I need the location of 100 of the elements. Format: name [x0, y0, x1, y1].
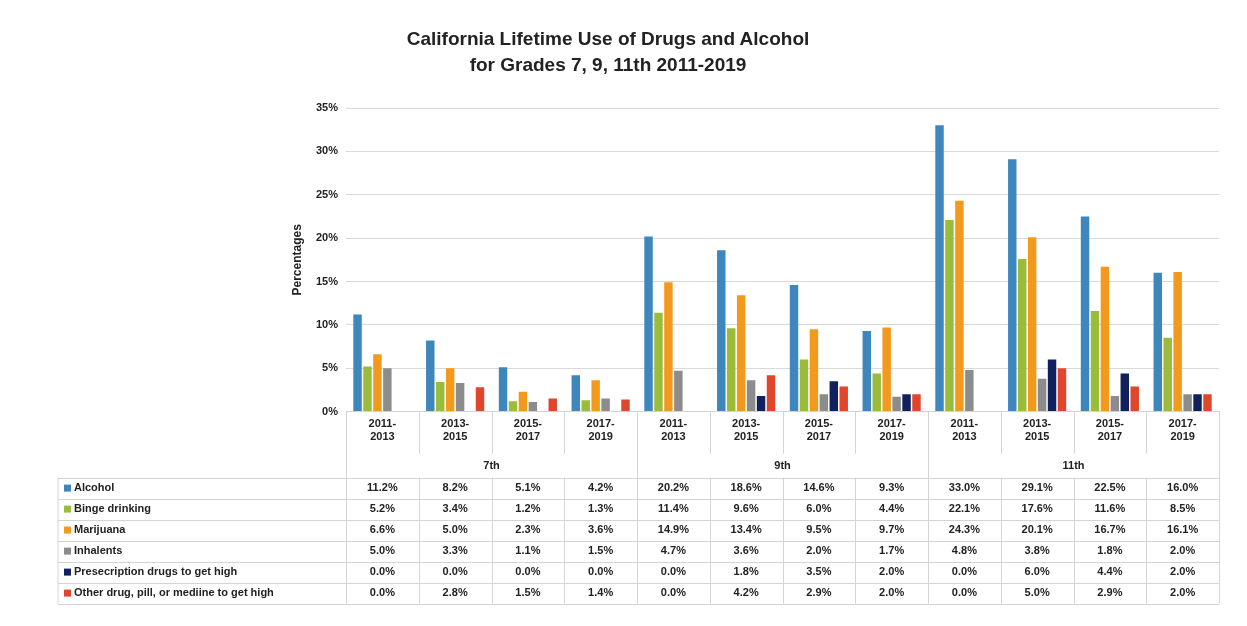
data-label: 2.0% — [1170, 586, 1196, 599]
data-label: 0.0% — [660, 565, 687, 578]
y-tick-label: 5% — [322, 361, 339, 374]
data-label: 0.0% — [588, 565, 614, 578]
bar — [1057, 368, 1067, 412]
bar — [1193, 394, 1202, 412]
data-label: 2.0% — [879, 586, 905, 599]
x-tick-label: 2017-2019 — [586, 417, 616, 443]
data-label: 5.0% — [369, 544, 396, 557]
y-tick-label: 35% — [315, 101, 339, 114]
bar — [872, 373, 881, 412]
data-label: 2.3% — [515, 523, 541, 536]
data-label: 9.6% — [733, 502, 759, 515]
data-label: 0.0% — [369, 586, 396, 599]
text: 9th — [774, 458, 792, 471]
bar — [373, 354, 382, 412]
data-label: 13.4% — [730, 523, 762, 536]
bar — [727, 328, 736, 412]
x-tick-label: 2015-2017 — [513, 417, 543, 443]
bar — [1130, 386, 1139, 412]
y-tick-label: 0% — [322, 404, 339, 417]
bar — [591, 380, 600, 412]
text: 11th — [1062, 458, 1085, 471]
bar — [882, 327, 891, 412]
data-label: 8.5% — [1170, 502, 1196, 515]
x-tick-label: 2017-2019 — [1168, 417, 1198, 443]
bar — [528, 402, 538, 412]
legend-label: Binge drinking — [74, 502, 151, 515]
legend-label: Presecription drugs to get high — [74, 565, 238, 578]
data-label: 1.1% — [515, 544, 541, 557]
bar — [736, 295, 746, 412]
data-label: 2.0% — [1170, 544, 1196, 557]
data-label: 16.1% — [1167, 523, 1199, 536]
data-label: 1.8% — [1097, 544, 1123, 557]
bar — [621, 399, 630, 412]
data-label: 11.2% — [367, 481, 398, 494]
data-label: 14.9% — [657, 523, 690, 536]
data-label: 1.4% — [588, 586, 614, 599]
bar — [1090, 310, 1100, 412]
text: 7th — [483, 458, 501, 471]
data-label: 17.6% — [1021, 502, 1053, 515]
bar — [1017, 258, 1027, 412]
bar — [581, 400, 590, 412]
bar — [1008, 159, 1017, 412]
bar — [674, 370, 683, 412]
data-label: 2.9% — [806, 586, 832, 599]
data-label: 22.5% — [1094, 481, 1126, 494]
bar — [902, 394, 911, 412]
bar — [548, 398, 557, 412]
y-tick-label: 25% — [315, 187, 339, 200]
data-label: 3.4% — [442, 502, 468, 515]
data-label: 0.0% — [442, 565, 468, 578]
data-label: 9.5% — [806, 523, 832, 536]
legend-label: Other drug, pill, or mediine to get high — [74, 586, 275, 599]
data-label: 29.1% — [1021, 481, 1053, 494]
bar — [809, 329, 819, 412]
data-label: 6.0% — [806, 502, 832, 515]
bar — [353, 314, 362, 412]
data-label: 6.0% — [1024, 565, 1050, 578]
data-label: 5.0% — [1024, 586, 1050, 599]
bar — [1100, 266, 1110, 412]
data-label: 0.0% — [369, 565, 396, 578]
data-label: 0.0% — [951, 565, 978, 578]
x-tick-label: 2013-2015 — [441, 417, 470, 443]
bar — [508, 401, 518, 412]
data-label: 11.6% — [1094, 502, 1126, 515]
data-label: 2.9% — [1097, 586, 1123, 599]
data-label: 9.3% — [879, 481, 905, 494]
bar — [1173, 271, 1182, 412]
bar — [426, 340, 435, 412]
data-label: 33.0% — [948, 481, 981, 494]
data-label: 20.2% — [657, 481, 690, 494]
x-tick-label: 2013-2015 — [1023, 417, 1052, 443]
bar — [1203, 394, 1212, 412]
x-tick-label: 2011-2013 — [659, 417, 688, 443]
bar — [1163, 337, 1172, 412]
data-label: 4.4% — [1097, 565, 1123, 578]
bar — [1037, 378, 1047, 412]
data-label: 16.7% — [1094, 523, 1126, 536]
y-tick-label: 10% — [315, 317, 339, 330]
x-tick-label: 2017-2019 — [877, 417, 907, 443]
data-label: 5.1% — [515, 481, 541, 494]
bar — [839, 386, 848, 412]
y-tick-label: 30% — [315, 144, 339, 157]
data-label: 18.6% — [730, 481, 762, 494]
legend-label: Inhalents — [74, 544, 123, 557]
bar — [756, 395, 766, 412]
x-tick-label: 2013-2015 — [732, 417, 761, 443]
bar — [1047, 359, 1057, 412]
data-label: 1.8% — [733, 565, 759, 578]
bar — [766, 375, 776, 412]
bar — [571, 375, 581, 412]
data-label: 2.8% — [442, 586, 468, 599]
data-label: 6.6% — [369, 523, 396, 536]
data-label: 1.5% — [588, 544, 614, 557]
data-label: 3.5% — [806, 565, 832, 578]
bar — [644, 236, 653, 412]
data-label: 20.1% — [1021, 523, 1053, 536]
data-label: 3.3% — [442, 544, 468, 557]
bar — [1080, 216, 1090, 412]
